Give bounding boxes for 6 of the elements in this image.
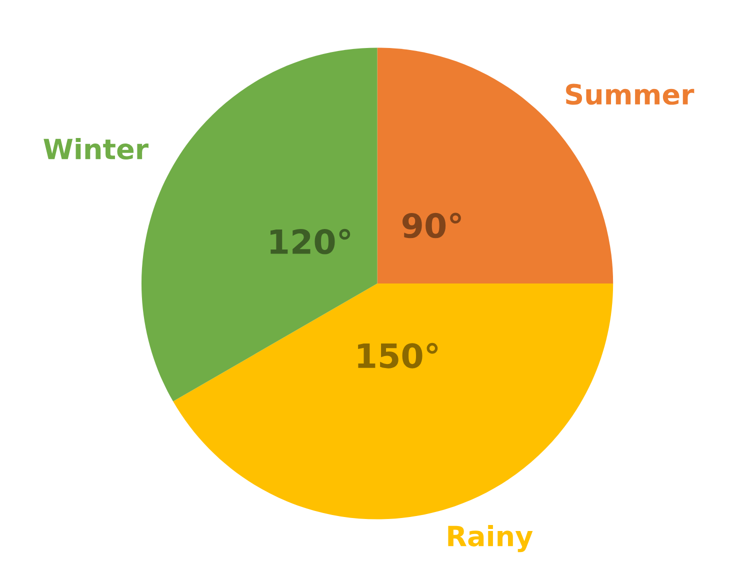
slice-label: Rainy — [448, 525, 533, 552]
data-label: 120° — [270, 228, 350, 254]
data-label: 90° — [402, 212, 461, 238]
slice-label: Summer — [566, 84, 694, 105]
slice-label: Winter — [44, 138, 148, 160]
data-label: 150° — [358, 342, 438, 368]
